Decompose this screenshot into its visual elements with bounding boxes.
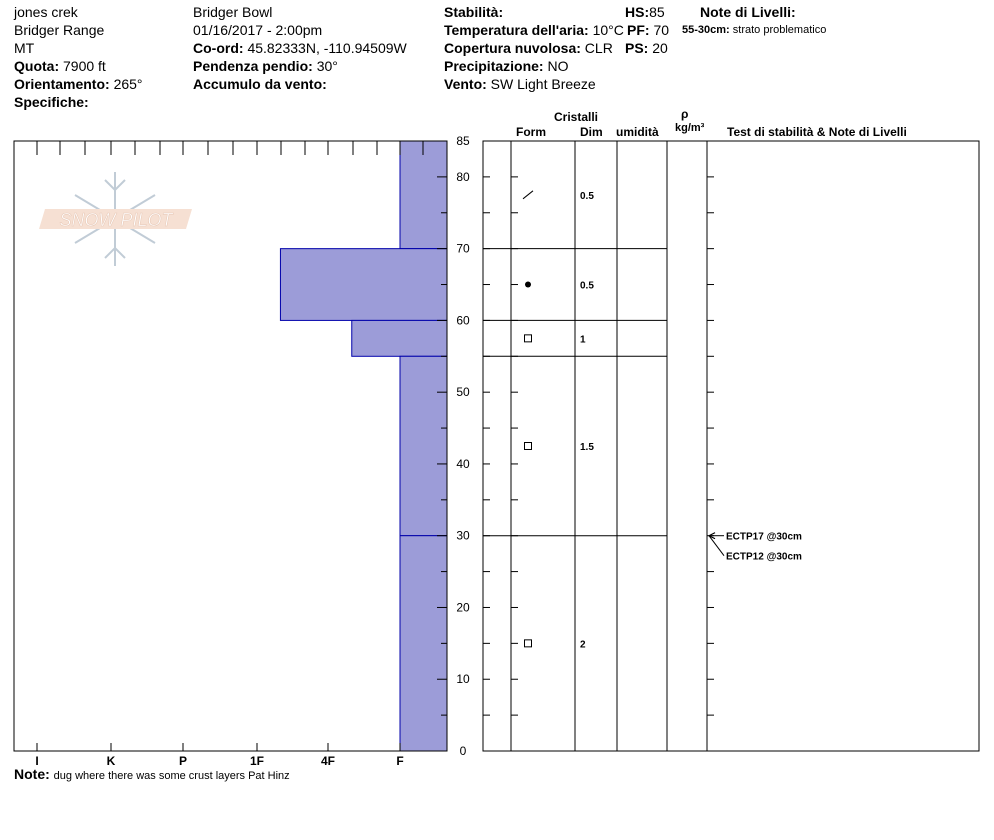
date-time: 01/16/2017 - 2:00pm xyxy=(193,22,323,38)
stability-label: Stabilità: xyxy=(444,4,504,20)
layer-note-text: strato problematico xyxy=(732,24,827,36)
crystal-form-icon xyxy=(525,281,531,288)
wind-loading-label: Accumulo da vento: xyxy=(193,76,327,92)
hs-value: 85 xyxy=(649,4,665,20)
test-arrow-icon xyxy=(707,532,716,540)
area-name: Bridger Bowl xyxy=(193,4,273,20)
hardness-bar xyxy=(351,319,448,357)
hardness-bar xyxy=(399,535,448,752)
crystal-dim-label: 1.5 xyxy=(580,442,594,453)
range-name: Bridger Range xyxy=(14,22,105,38)
humidity-header: umidità xyxy=(616,125,659,139)
hardness-tick-label: 4F xyxy=(321,754,335,768)
wind-label: Vento: xyxy=(444,76,487,92)
aspect-value: 265° xyxy=(113,76,143,92)
air-temp-row: Temperatura dell'aria: 10°C xyxy=(444,21,624,39)
elevation-value: 7900 ft xyxy=(63,58,106,74)
hardness-tick-label: P xyxy=(179,754,187,768)
density-unit-header: kg/m³ xyxy=(675,122,705,134)
coord-value: 45.82333N, -110.94509W xyxy=(247,40,407,56)
depth-label: 70 xyxy=(456,242,470,256)
logo-text: SNOW PILOT xyxy=(59,210,174,230)
rho-header: ρ xyxy=(681,107,689,121)
elevation-row: Quota: 7900 ft xyxy=(14,57,106,75)
test-label: ECTP12 @30cm xyxy=(726,552,802,563)
aspect-label: Orientamento: xyxy=(14,76,110,92)
cloud-label: Copertura nuvolosa: xyxy=(444,40,581,56)
depth-label: 20 xyxy=(456,600,470,614)
slope-row: Pendenza pendio: 30° xyxy=(193,57,338,75)
logo-banner xyxy=(39,209,192,229)
wind-value: SW Light Breeze xyxy=(490,76,596,92)
ps-label: PS: xyxy=(625,40,649,56)
depth-label: 0 xyxy=(460,744,467,758)
pf-label: PF: xyxy=(627,22,650,38)
layer-table-frame xyxy=(482,140,980,752)
tests-header: Test di stabilità & Note di Livelli xyxy=(727,125,907,139)
test-pointer xyxy=(708,535,725,557)
depth-label: 80 xyxy=(456,170,470,184)
hardness-frame xyxy=(13,140,448,752)
hardness-tick-label: 1F xyxy=(250,754,264,768)
state-name: MT xyxy=(14,40,35,56)
note-text: dug where there was some crust layers Pa… xyxy=(53,770,290,782)
crystal-form-icon xyxy=(524,442,532,450)
cloud-value: CLR xyxy=(584,40,613,56)
hs-row: HS:85 xyxy=(625,3,665,21)
hardness-tick-label: F xyxy=(396,754,403,768)
test-label: ECTP17 @30cm xyxy=(726,532,802,543)
hardness-bar xyxy=(279,248,448,321)
hs-label: HS: xyxy=(625,4,650,20)
depth-label: 60 xyxy=(456,313,470,327)
specifics-label: Specifiche: xyxy=(14,94,89,110)
coord-row: Co-ord: 45.82333N, -110.94509W xyxy=(193,39,407,57)
layer-note-range: 55-30cm: xyxy=(682,24,730,36)
pf-value: 70 xyxy=(653,22,670,38)
dim-header: Dim xyxy=(580,125,603,139)
snowpilot-logo: SNOW PILOT xyxy=(39,172,192,266)
hardness-bar xyxy=(399,355,448,537)
depth-label: 10 xyxy=(456,672,470,686)
form-header: Form xyxy=(516,125,546,139)
elevation-label: Quota: xyxy=(14,58,60,74)
crystal-form-icon xyxy=(524,334,532,343)
wind-row: Vento: SW Light Breeze xyxy=(444,75,596,93)
precip-value: NO xyxy=(547,58,569,74)
hardness-tick-label: K xyxy=(107,754,116,768)
crystal-form-icon xyxy=(522,190,534,200)
depth-label: 85 xyxy=(456,134,470,148)
precip-row: Precipitazione: NO xyxy=(444,57,568,75)
location-name: jones crek xyxy=(14,4,78,20)
coord-label: Co-ord: xyxy=(193,40,244,56)
hardness-tick-label: I xyxy=(35,754,38,768)
air-temp-value: 10°C xyxy=(592,22,624,38)
air-temp-label: Temperatura dell'aria: xyxy=(444,22,589,38)
note-row: Note: dug where there was some crust lay… xyxy=(14,765,290,785)
layer-note: 55-30cm: strato problematico xyxy=(682,24,826,36)
layer-notes-title: Note di Livelli: xyxy=(700,4,796,20)
slope-value: 30° xyxy=(316,58,338,74)
cloud-row: Copertura nuvolosa: CLR xyxy=(444,39,613,57)
note-label: Note: xyxy=(14,766,50,782)
aspect-row: Orientamento: 265° xyxy=(14,75,143,93)
hardness-bar xyxy=(399,140,448,250)
pf-row: PF: 70 xyxy=(627,21,669,39)
depth-label: 50 xyxy=(456,385,470,399)
crystal-dim-label: 2 xyxy=(580,639,586,650)
depth-label: 30 xyxy=(456,529,470,543)
precip-label: Precipitazione: xyxy=(444,58,544,74)
crystal-form-icon xyxy=(524,639,532,648)
crystals-header: Cristalli xyxy=(554,110,599,124)
crystal-dim-label: 0.5 xyxy=(580,281,594,292)
slope-label: Pendenza pendio: xyxy=(193,58,313,74)
crystal-dim-label: 1 xyxy=(580,334,586,345)
crystal-dim-label: 0.5 xyxy=(580,191,594,202)
depth-label: 40 xyxy=(456,457,470,471)
ps-row: PS: 20 xyxy=(625,39,668,57)
ps-value: 20 xyxy=(652,40,668,56)
